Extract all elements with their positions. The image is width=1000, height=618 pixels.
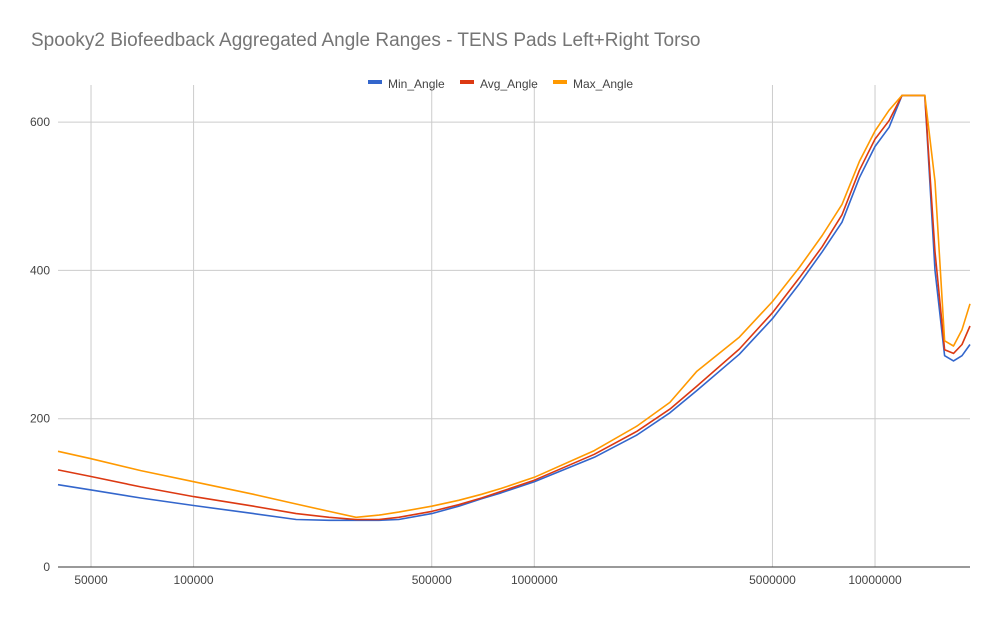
grid-lines: [58, 85, 970, 567]
series-lines: [57, 94, 971, 522]
y-tick-label: 400: [30, 263, 50, 277]
y-tick-label: 200: [30, 412, 50, 426]
x-tick-label: 5000000: [749, 573, 796, 587]
x-tick-label: 500000: [412, 573, 452, 587]
series-line-avg-angle: [57, 94, 971, 521]
axes: 0 200 400 600 50000 100000 500000 1000000 500000…: [30, 115, 970, 587]
legend: Min_Angle Avg_Angle Max_Angle: [368, 77, 633, 91]
legend-swatch: [553, 80, 567, 84]
chart-title: Spooky2 Biofeedback Aggregated Angle Ran…: [31, 30, 701, 51]
x-tick-label: 100000: [174, 573, 214, 587]
x-tick-label: 10000000: [848, 573, 902, 587]
series-line-min-angle: [57, 94, 971, 522]
legend-swatch: [368, 80, 382, 84]
legend-label: Min_Angle: [388, 77, 445, 91]
x-tick-label: 50000: [74, 573, 108, 587]
y-tick-label: 600: [30, 115, 50, 129]
legend-swatch: [460, 80, 474, 84]
series-line-max-angle: [57, 94, 971, 519]
legend-label: Max_Angle: [573, 77, 633, 91]
legend-label: Avg_Angle: [480, 77, 538, 91]
y-tick-label: 0: [43, 560, 50, 574]
x-tick-label: 1000000: [511, 573, 558, 587]
